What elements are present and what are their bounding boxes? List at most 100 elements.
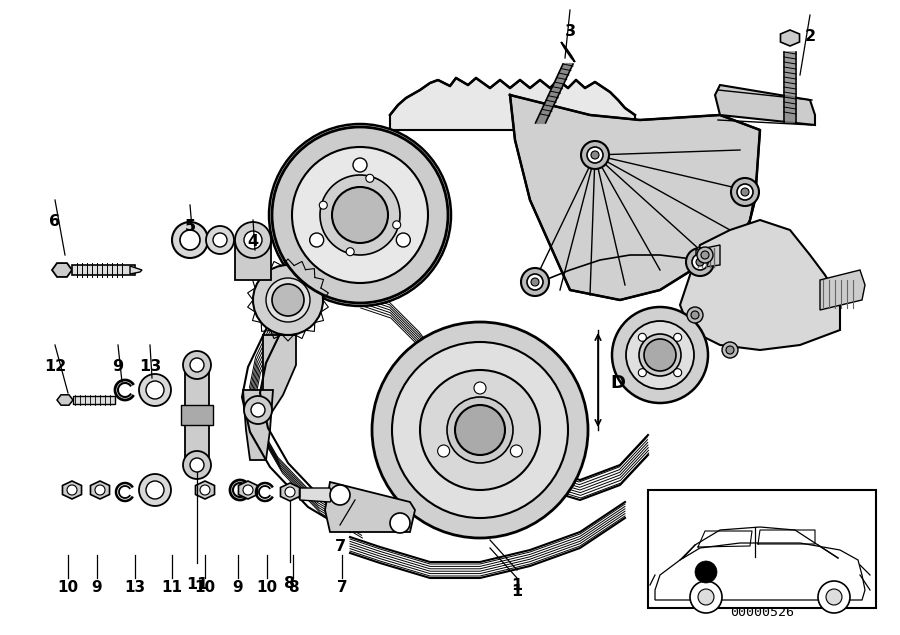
Bar	[648, 490, 876, 608]
Text: D: D	[610, 374, 626, 392]
Polygon shape	[73, 396, 115, 404]
Polygon shape	[561, 42, 575, 62]
Text: 5: 5	[184, 219, 195, 234]
Circle shape	[139, 474, 171, 506]
Circle shape	[346, 248, 355, 256]
Circle shape	[638, 333, 646, 342]
Circle shape	[521, 268, 549, 296]
Polygon shape	[91, 481, 110, 499]
Text: 8: 8	[284, 576, 295, 591]
Polygon shape	[780, 30, 799, 46]
Circle shape	[531, 278, 539, 286]
Circle shape	[390, 513, 410, 533]
Text: 10: 10	[58, 580, 78, 596]
Circle shape	[510, 445, 522, 457]
Circle shape	[292, 147, 428, 283]
Circle shape	[639, 334, 681, 376]
Circle shape	[731, 178, 759, 206]
Circle shape	[726, 346, 734, 354]
Polygon shape	[181, 405, 213, 425]
Text: 00000526: 00000526	[730, 606, 794, 618]
Circle shape	[266, 278, 310, 322]
Polygon shape	[680, 220, 840, 350]
Polygon shape	[696, 245, 720, 268]
Circle shape	[737, 184, 753, 200]
Polygon shape	[263, 335, 296, 415]
Circle shape	[818, 581, 850, 613]
Text: 13: 13	[124, 580, 146, 596]
Polygon shape	[235, 240, 271, 280]
Circle shape	[244, 231, 262, 249]
Circle shape	[696, 258, 704, 266]
Polygon shape	[655, 543, 865, 600]
Circle shape	[190, 358, 204, 372]
Circle shape	[686, 248, 714, 276]
Circle shape	[701, 251, 709, 259]
Polygon shape	[62, 481, 82, 499]
Circle shape	[527, 274, 543, 290]
Text: 1: 1	[511, 577, 523, 592]
Circle shape	[353, 158, 367, 172]
Circle shape	[253, 265, 323, 335]
Circle shape	[285, 487, 295, 497]
Circle shape	[320, 175, 400, 255]
Circle shape	[722, 342, 738, 358]
Circle shape	[172, 222, 208, 258]
Circle shape	[272, 127, 448, 303]
Circle shape	[420, 370, 540, 490]
Circle shape	[206, 226, 234, 254]
Text: 9: 9	[92, 580, 103, 596]
Circle shape	[741, 188, 749, 196]
Circle shape	[183, 451, 211, 479]
Polygon shape	[185, 365, 209, 465]
Circle shape	[626, 321, 694, 389]
Text: 7: 7	[337, 580, 347, 596]
Circle shape	[330, 485, 350, 505]
Text: 6: 6	[50, 214, 60, 229]
Polygon shape	[325, 482, 415, 532]
Circle shape	[180, 230, 200, 250]
Circle shape	[183, 351, 211, 379]
Text: 4: 4	[248, 234, 258, 249]
Circle shape	[697, 247, 713, 263]
Circle shape	[695, 561, 717, 583]
Polygon shape	[715, 85, 815, 125]
Text: 3: 3	[564, 24, 576, 39]
Circle shape	[581, 141, 609, 169]
Circle shape	[365, 174, 374, 182]
Text: 10: 10	[194, 580, 216, 596]
Circle shape	[269, 124, 451, 306]
Text: 7: 7	[335, 539, 346, 554]
Polygon shape	[300, 488, 332, 502]
Text: 12: 12	[44, 359, 66, 374]
Text: 8: 8	[288, 580, 298, 596]
Circle shape	[698, 589, 714, 605]
Circle shape	[244, 396, 272, 424]
Circle shape	[67, 485, 77, 495]
Circle shape	[644, 339, 676, 371]
Text: 2: 2	[805, 29, 815, 44]
Circle shape	[674, 369, 681, 377]
Circle shape	[200, 485, 210, 495]
Polygon shape	[820, 270, 865, 310]
Circle shape	[447, 397, 513, 463]
Circle shape	[251, 403, 265, 417]
Circle shape	[474, 382, 486, 394]
Circle shape	[687, 307, 703, 323]
Circle shape	[826, 589, 842, 605]
Circle shape	[139, 374, 171, 406]
Text: 9: 9	[233, 580, 243, 596]
Circle shape	[692, 254, 708, 270]
Polygon shape	[281, 483, 300, 501]
Circle shape	[591, 151, 599, 159]
Circle shape	[396, 233, 410, 247]
Circle shape	[146, 381, 164, 399]
Circle shape	[691, 311, 699, 319]
Text: 10: 10	[256, 580, 277, 596]
Circle shape	[587, 147, 603, 163]
Text: 1: 1	[511, 584, 523, 599]
Circle shape	[95, 485, 105, 495]
Circle shape	[146, 481, 164, 499]
Polygon shape	[195, 481, 214, 499]
Circle shape	[455, 405, 505, 455]
